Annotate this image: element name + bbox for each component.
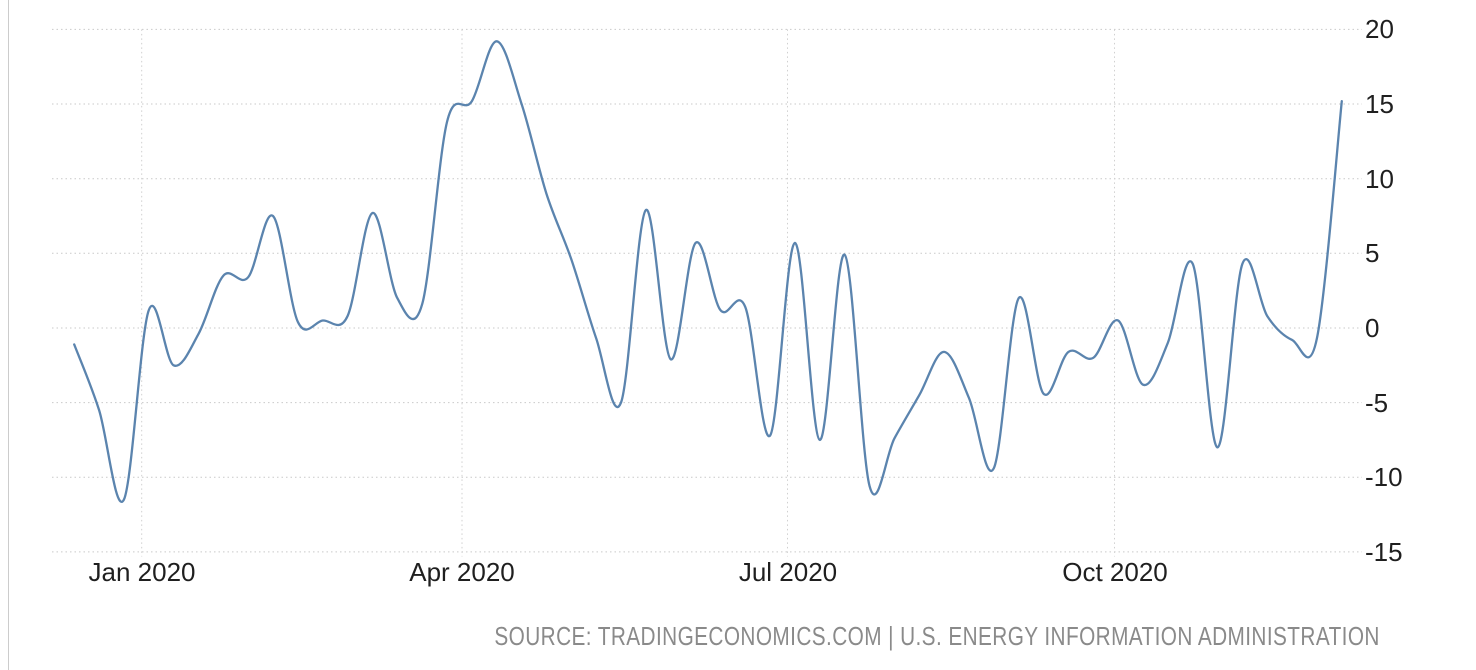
series-line bbox=[73, 40, 1343, 503]
horizontal-gridlines bbox=[52, 28, 1362, 553]
y-axis-label: -5 bbox=[1365, 388, 1389, 418]
y-axis-label: 10 bbox=[1365, 164, 1394, 194]
y-axis-label: 0 bbox=[1365, 313, 1380, 343]
y-axis-label: 20 bbox=[1365, 14, 1394, 44]
y-axis-label: 15 bbox=[1365, 89, 1394, 119]
x-axis-label: Oct 2020 bbox=[1062, 557, 1168, 587]
x-axis-label: Jan 2020 bbox=[88, 557, 196, 587]
x-axis-label: Jul 2020 bbox=[738, 557, 838, 587]
y-axis-label: -15 bbox=[1365, 537, 1403, 567]
y-axis-label: -10 bbox=[1365, 462, 1403, 492]
source-text: SOURCE: TRADINGECONOMICS.COM | U.S. ENER… bbox=[494, 621, 1380, 651]
y-axis-label: 5 bbox=[1365, 238, 1380, 268]
source-attribution: SOURCE: TRADINGECONOMICS.COM | U.S. ENER… bbox=[495, 620, 1380, 652]
x-axis-label: Apr 2020 bbox=[409, 557, 515, 587]
chart-left-border bbox=[8, 0, 9, 670]
